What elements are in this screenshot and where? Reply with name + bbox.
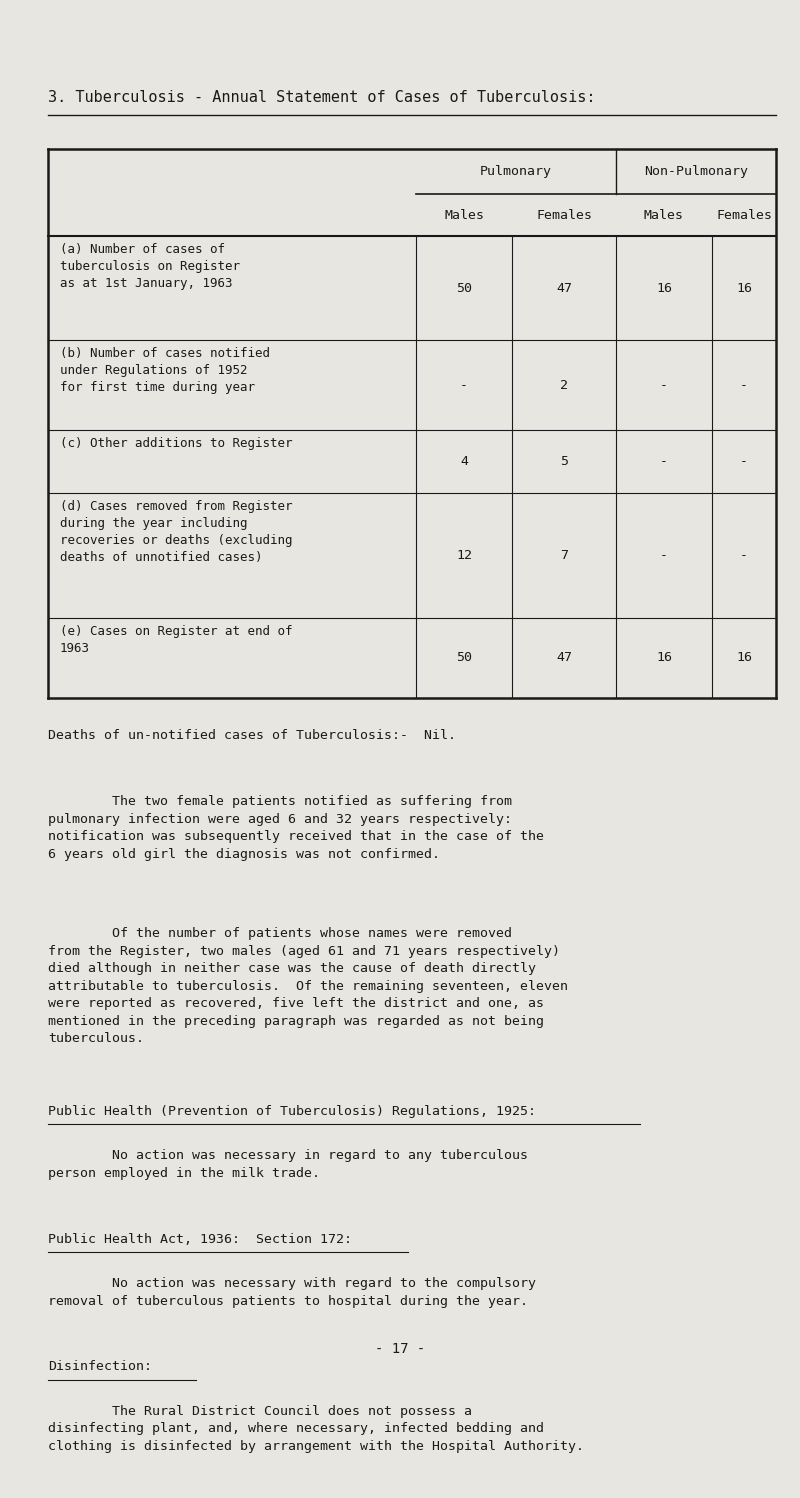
Text: -: -: [660, 548, 668, 562]
Text: -: -: [740, 455, 748, 467]
Text: (d) Cases removed from Register
during the year including
recoveries or deaths (: (d) Cases removed from Register during t…: [60, 500, 293, 563]
Text: (c) Other additions to Register: (c) Other additions to Register: [60, 437, 293, 451]
Text: Non-Pulmonary: Non-Pulmonary: [644, 165, 748, 178]
Text: -: -: [740, 379, 748, 391]
Text: -: -: [660, 379, 668, 391]
Text: 16: 16: [656, 652, 672, 665]
Text: -: -: [460, 379, 468, 391]
Text: Public Health (Prevention of Tuberculosis) Regulations, 1925:: Public Health (Prevention of Tuberculosi…: [48, 1106, 536, 1118]
Text: 7: 7: [560, 548, 568, 562]
Text: (a) Number of cases of
tuberculosis on Register
as at 1st January, 1963: (a) Number of cases of tuberculosis on R…: [60, 243, 240, 291]
Text: 4: 4: [460, 455, 468, 467]
Text: - 17 -: - 17 -: [375, 1342, 425, 1356]
Text: 50: 50: [456, 282, 472, 295]
Text: 47: 47: [556, 282, 572, 295]
Text: 5: 5: [560, 455, 568, 467]
Text: 16: 16: [656, 282, 672, 295]
Text: 2: 2: [560, 379, 568, 391]
Text: 12: 12: [456, 548, 472, 562]
Text: -: -: [660, 455, 668, 467]
Text: -: -: [740, 548, 748, 562]
Text: 16: 16: [736, 652, 752, 665]
Text: Of the number of patients whose names were removed
from the Register, two males : Of the number of patients whose names we…: [48, 927, 568, 1046]
Text: Pulmonary: Pulmonary: [480, 165, 552, 178]
Text: Males: Males: [644, 208, 684, 222]
Text: 3. Tuberculosis - Annual Statement of Cases of Tuberculosis:: 3. Tuberculosis - Annual Statement of Ca…: [48, 90, 595, 105]
Text: 47: 47: [556, 652, 572, 665]
Text: Females: Females: [536, 208, 592, 222]
Text: Disinfection:: Disinfection:: [48, 1360, 152, 1374]
Text: Males: Males: [444, 208, 484, 222]
Text: 16: 16: [736, 282, 752, 295]
Text: 50: 50: [456, 652, 472, 665]
Text: The Rural District Council does not possess a
disinfecting plant, and, where nec: The Rural District Council does not poss…: [48, 1405, 584, 1453]
Text: No action was necessary with regard to the compulsory
removal of tuberculous pat: No action was necessary with regard to t…: [48, 1278, 536, 1308]
Text: (e) Cases on Register at end of
1963: (e) Cases on Register at end of 1963: [60, 625, 293, 655]
Text: Females: Females: [716, 208, 772, 222]
Text: No action was necessary in regard to any tuberculous
person employed in the milk: No action was necessary in regard to any…: [48, 1149, 528, 1180]
Text: (b) Number of cases notified
under Regulations of 1952
for first time during yea: (b) Number of cases notified under Regul…: [60, 348, 270, 394]
Text: Deaths of un-notified cases of Tuberculosis:-  Nil.: Deaths of un-notified cases of Tuberculo…: [48, 728, 456, 742]
Text: The two female patients notified as suffering from
pulmonary infection were aged: The two female patients notified as suff…: [48, 795, 544, 861]
Text: Public Health Act, 1936:  Section 172:: Public Health Act, 1936: Section 172:: [48, 1233, 352, 1246]
